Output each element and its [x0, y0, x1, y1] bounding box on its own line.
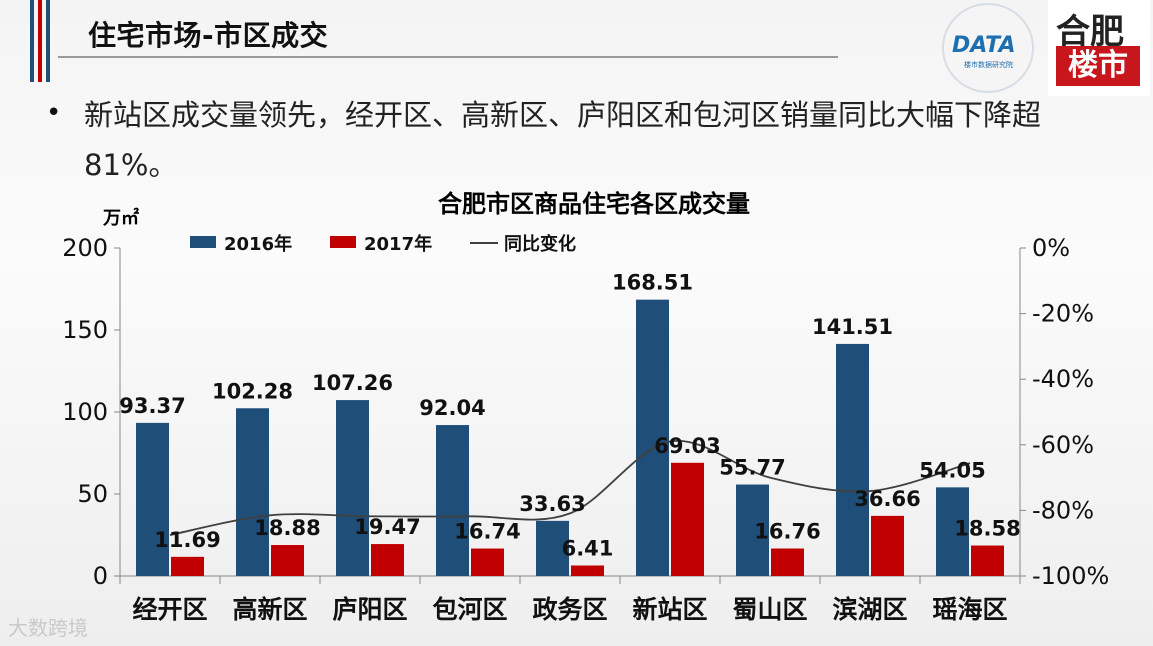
data-logo-subtitle: 楼市数据研究院: [964, 61, 1013, 69]
y-tick-label: 0: [93, 562, 108, 590]
bar-2016: [736, 484, 769, 576]
data-label-2017: 18.88: [254, 516, 320, 540]
bar-2016: [936, 487, 969, 576]
data-label-2016: 168.51: [612, 271, 693, 295]
legend-swatch: [190, 236, 216, 248]
bar-2017: [971, 545, 1004, 576]
data-label-2017: 6.41: [562, 536, 614, 560]
data-label-2016: 107.26: [312, 371, 393, 395]
bullet-text: 新站区成交量领先，经开区、高新区、庐阳区和包河区销量同比大幅下降超81%。: [84, 98, 1042, 182]
legend-swatch: [330, 236, 356, 248]
bar-2017: [871, 515, 904, 576]
yoy-line-layer: [169, 439, 971, 536]
accent-bar-blue-2: [46, 0, 50, 82]
y-axis-unit: 万㎡: [102, 207, 139, 229]
title-divider: [58, 56, 838, 58]
x-tick-label: 包河区: [432, 595, 507, 624]
bar-2017: [671, 462, 704, 576]
legend-label: 2016年: [224, 233, 292, 255]
bar-2017: [771, 548, 804, 576]
y2-tick-label: -60%: [1032, 431, 1094, 459]
y2-tick-label: -80%: [1032, 496, 1094, 524]
y2-tick-label: 0%: [1032, 234, 1070, 262]
bar-2016: [336, 400, 369, 576]
bar-2016: [636, 299, 669, 576]
data-label-2017: 11.69: [154, 528, 220, 552]
bar-2016: [136, 422, 169, 576]
legend-label: 同比变化: [504, 233, 576, 255]
hefei-loushi-logo: 合肥 楼市: [1048, 0, 1150, 96]
bar-2016: [536, 520, 569, 576]
x-tick-label: 政务区: [532, 595, 607, 624]
bar-2017: [471, 548, 504, 576]
y-tick-label: 150: [62, 316, 108, 344]
bar-2017: [371, 544, 404, 576]
y2-tick-label: -20%: [1032, 300, 1094, 328]
x-tick-label: 瑶海区: [932, 595, 1007, 624]
y-tick-label: 200: [62, 234, 108, 262]
bar-2016: [836, 343, 869, 576]
data-label-2016: 33.63: [519, 492, 585, 516]
data-logo-text: DATA: [952, 33, 1016, 58]
data-label-2016: 92.04: [419, 396, 485, 420]
logo-top-text: 合肥: [1056, 12, 1124, 52]
data-label-2017: 18.58: [954, 517, 1020, 541]
page-title: 住宅市场-市区成交: [88, 19, 329, 52]
y2-tick-label: -100%: [1032, 562, 1109, 590]
y-tick-label: 100: [62, 398, 108, 426]
x-tick-label: 高新区: [232, 595, 307, 624]
watermark-text: 大数跨境: [8, 616, 88, 640]
bullet-icon: •: [46, 98, 62, 128]
data-label-2017: 19.47: [354, 515, 420, 539]
data-label-2017: 36.66: [854, 487, 920, 511]
bar-2017: [271, 545, 304, 576]
logo-bottom-text: 楼市: [1056, 46, 1140, 86]
yoy-change-line: [169, 439, 971, 536]
x-tick-label: 庐阳区: [332, 595, 407, 624]
data-label-2017: 69.03: [654, 434, 720, 458]
chart-legend: 2016年 2017年 同比变化: [190, 233, 576, 255]
x-tick-label: 滨湖区: [832, 595, 907, 624]
accent-bar-red: [38, 0, 42, 82]
legend-label: 2017年: [364, 233, 432, 255]
bar-2017: [571, 565, 604, 576]
x-tick-label: 经开区: [132, 595, 207, 624]
chart-bars: [136, 299, 1004, 576]
data-label-2016: 55.77: [719, 456, 785, 480]
x-tick-label: 蜀山区: [732, 595, 807, 624]
data-label-2017: 16.74: [454, 520, 520, 544]
data-logo: DATA 楼市数据研究院: [942, 3, 1034, 93]
data-label-2016: 93.37: [119, 394, 185, 418]
chart-axes: 0 50 100 150 200 -100% -80% -60% -40% -20% 0% 经开区 高新…: [62, 234, 1109, 624]
data-label-2016: 141.51: [812, 315, 893, 339]
chart-title: 合肥市区商品住宅各区成交量: [438, 190, 750, 218]
y-tick-label: 50: [77, 480, 108, 508]
bar-2016: [236, 408, 269, 576]
bar-2017: [171, 556, 204, 576]
bar-2016: [436, 425, 469, 576]
chart-data-labels: 93.37 11.69 102.28 18.88 107.26 19.47 92.04 16.…: [119, 271, 1020, 561]
data-label-2017: 16.76: [754, 520, 820, 544]
y2-tick-label: -40%: [1032, 365, 1094, 393]
data-label-2016: 54.05: [919, 458, 985, 482]
data-label-2016: 102.28: [212, 379, 293, 403]
x-tick-label: 新站区: [632, 595, 707, 624]
accent-bar-blue: [30, 0, 34, 82]
